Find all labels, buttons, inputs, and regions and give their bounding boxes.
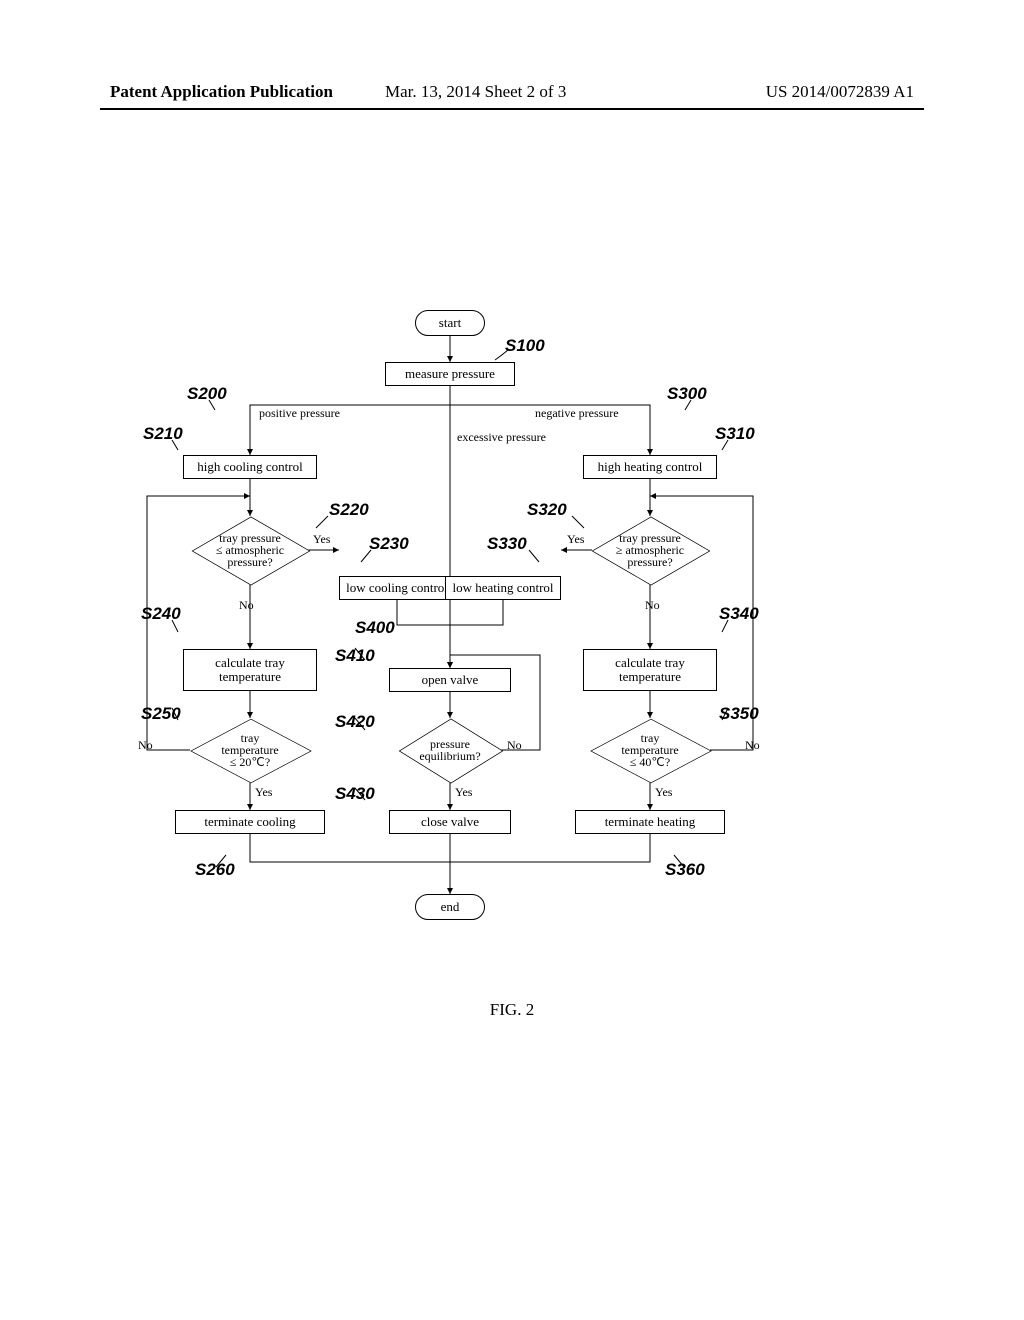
s430-box: close valve (389, 810, 511, 834)
s210-box: high cooling control (183, 455, 317, 479)
edge-positive: positive pressure (259, 406, 340, 421)
label-s350: S350 (719, 704, 759, 724)
s410-box: open valve (389, 668, 511, 692)
label-s410: S410 (335, 646, 375, 666)
label-s100: S100 (505, 336, 545, 356)
edge-s420-yes: Yes (455, 785, 472, 800)
header-left: Patent Application Publication (110, 82, 333, 102)
edge-s320-yes: Yes (567, 532, 584, 547)
s220-decision: tray pressure ≤ atmospheric pressure? (250, 550, 251, 551)
header-rule (100, 108, 924, 110)
page: Patent Application Publication Mar. 13, … (0, 0, 1024, 1320)
s240-box: calculate tray temperature (183, 649, 317, 691)
label-s230: S230 (369, 534, 409, 554)
edge-s350-yes: Yes (655, 785, 672, 800)
edge-s250-no: No (138, 738, 153, 753)
edge-s220-no: No (239, 598, 254, 613)
s260-box: terminate cooling (175, 810, 325, 834)
label-s250: S250 (141, 704, 181, 724)
label-s300: S300 (667, 384, 707, 404)
s350-decision: tray temperature ≤ 40℃? (650, 750, 651, 751)
header-mid: Mar. 13, 2014 Sheet 2 of 3 (385, 82, 566, 102)
label-s330: S330 (487, 534, 527, 554)
label-s240: S240 (141, 604, 181, 624)
label-s260: S260 (195, 860, 235, 880)
edge-s350-no: No (745, 738, 760, 753)
edge-excessive: excessive pressure (457, 430, 546, 445)
s230-box: low cooling control (339, 576, 455, 600)
s360-box: terminate heating (575, 810, 725, 834)
label-s400: S400 (355, 618, 395, 638)
flowchart: start end measure pressure high cooling … (135, 300, 855, 940)
edge-s220-yes: Yes (313, 532, 330, 547)
start-terminal: start (415, 310, 485, 336)
header-right: US 2014/0072839 A1 (766, 82, 914, 102)
label-s220: S220 (329, 500, 369, 520)
label-s310: S310 (715, 424, 755, 444)
label-s200: S200 (187, 384, 227, 404)
s330-box: low heating control (445, 576, 561, 600)
label-s210: S210 (143, 424, 183, 444)
label-s320: S320 (527, 500, 567, 520)
figure-caption: FIG. 2 (0, 1000, 1024, 1020)
s420-decision: pressure equilibrium? (450, 750, 451, 751)
label-s430: S430 (335, 784, 375, 804)
edge-s250-yes: Yes (255, 785, 272, 800)
edge-negative: negative pressure (535, 406, 619, 421)
page-header: Patent Application Publication Mar. 13, … (110, 82, 914, 104)
s100-box: measure pressure (385, 362, 515, 386)
label-s420: S420 (335, 712, 375, 732)
label-s340: S340 (719, 604, 759, 624)
edge-s420-no: No (507, 738, 522, 753)
label-s360: S360 (665, 860, 705, 880)
end-terminal: end (415, 894, 485, 920)
s320-decision: tray pressure ≥ atmospheric pressure? (650, 550, 651, 551)
edge-s320-no: No (645, 598, 660, 613)
s340-box: calculate tray temperature (583, 649, 717, 691)
s310-box: high heating control (583, 455, 717, 479)
s250-decision: tray temperature ≤ 20℃? (250, 750, 251, 751)
